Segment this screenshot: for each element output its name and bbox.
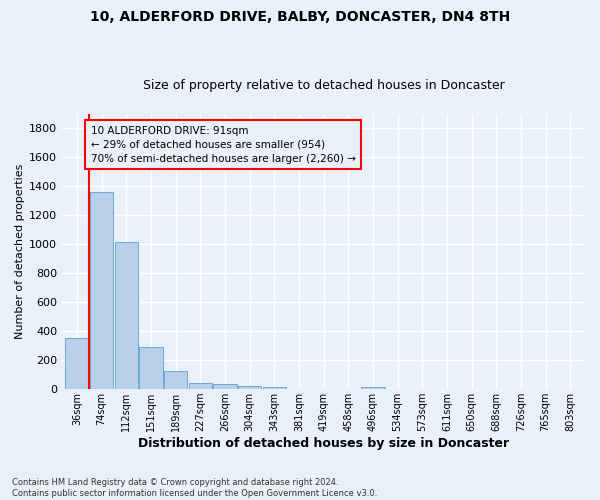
Text: 10, ALDERFORD DRIVE, BALBY, DONCASTER, DN4 8TH: 10, ALDERFORD DRIVE, BALBY, DONCASTER, D… (90, 10, 510, 24)
Bar (188, 384, 212, 389)
Bar (65, 338, 89, 389)
Bar (164, 371, 187, 389)
Text: Contains HM Land Registry data © Crown copyright and database right 2024.
Contai: Contains HM Land Registry data © Crown c… (12, 478, 377, 498)
Bar (213, 384, 236, 389)
Title: Size of property relative to detached houses in Doncaster: Size of property relative to detached ho… (143, 79, 505, 92)
Y-axis label: Number of detached properties: Number of detached properties (15, 164, 25, 340)
Bar (115, 242, 138, 389)
Bar (361, 386, 385, 389)
Text: 10 ALDERFORD DRIVE: 91sqm
← 29% of detached houses are smaller (954)
70% of semi: 10 ALDERFORD DRIVE: 91sqm ← 29% of detac… (91, 126, 355, 164)
Bar (139, 347, 163, 389)
Bar (263, 386, 286, 389)
Bar (238, 386, 262, 389)
Bar (90, 192, 113, 389)
X-axis label: Distribution of detached houses by size in Doncaster: Distribution of detached houses by size … (138, 437, 509, 450)
